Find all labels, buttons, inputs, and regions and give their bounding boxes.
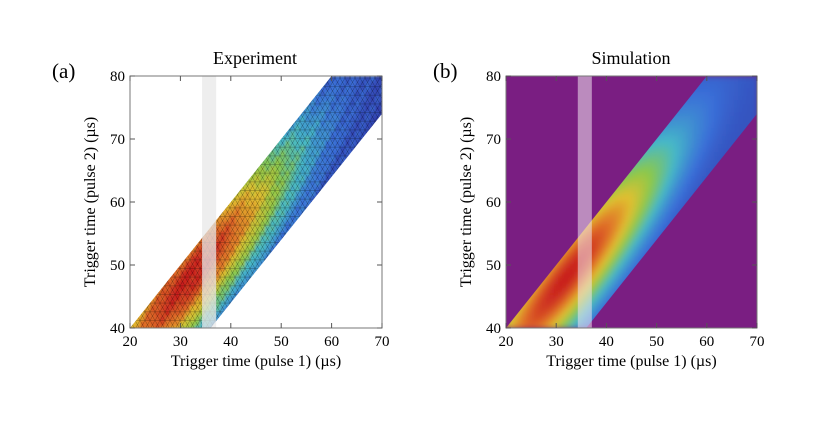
y-tick-label-b-0: 40: [486, 321, 501, 337]
x-axis-label-a: Trigger time (pulse 1) (µs): [171, 353, 341, 370]
y-axis-label-a: Trigger time (pulse 2) (µs): [82, 117, 99, 287]
x-tick-label-a-4: 60: [324, 334, 339, 350]
y-tick-label-a-2: 60: [110, 195, 125, 211]
y-tick-label-b-2: 60: [486, 195, 501, 211]
panel-label-a: (a): [52, 59, 75, 83]
x-tick-label-b-1: 30: [549, 334, 564, 350]
heatmap-b: [506, 76, 757, 328]
y-axis-label-b: Trigger time (pulse 2) (µs): [458, 117, 475, 287]
x-tick-label-a-2: 40: [223, 334, 238, 350]
y-tick-label-b-1: 50: [486, 258, 501, 274]
x-axis-label-b: Trigger time (pulse 1) (µs): [546, 353, 716, 370]
chart-title-b: Simulation: [591, 48, 670, 68]
x-tick-label-a-3: 50: [274, 334, 289, 350]
axis-ticks-a: 20 30 40 50 60 70 40 50 60 70 80: [110, 69, 390, 350]
x-tick-label-a-1: 30: [173, 334, 188, 350]
panel-simulation: (b) Simulation 20 30 40 50 60 70 40 50 60 70 80 Tr…: [433, 48, 765, 370]
panel-experiment: (a) Experiment 20 30 40 50 60 70 40 50 60 70 80 Tr…: [52, 48, 390, 370]
y-tick-label-a-0: 40: [110, 321, 125, 337]
panel-label-b: (b): [433, 59, 458, 83]
x-tick-label-b-2: 40: [599, 334, 614, 350]
highlight-strip-b: [577, 76, 592, 328]
x-tick-label-b-4: 60: [699, 334, 714, 350]
y-tick-label-a-1: 50: [110, 258, 125, 274]
y-tick-label-b-4: 80: [486, 69, 501, 85]
x-tick-label-a-0: 20: [123, 334, 138, 350]
heatmap-a: [130, 76, 382, 328]
x-tick-label-b-0: 20: [499, 334, 514, 350]
y-tick-label-a-3: 70: [110, 132, 125, 148]
chart-title-a: Experiment: [213, 48, 297, 68]
axis-ticks-b: 20 30 40 50 60 70 40 50 60 70 80: [486, 69, 765, 350]
x-tick-label-b-3: 50: [649, 334, 664, 350]
y-tick-label-a-4: 80: [110, 69, 125, 85]
highlight-strip-a: [202, 76, 217, 328]
y-tick-label-b-3: 70: [486, 132, 501, 148]
x-tick-label-a-5: 70: [375, 334, 390, 350]
x-tick-label-b-5: 70: [750, 334, 765, 350]
